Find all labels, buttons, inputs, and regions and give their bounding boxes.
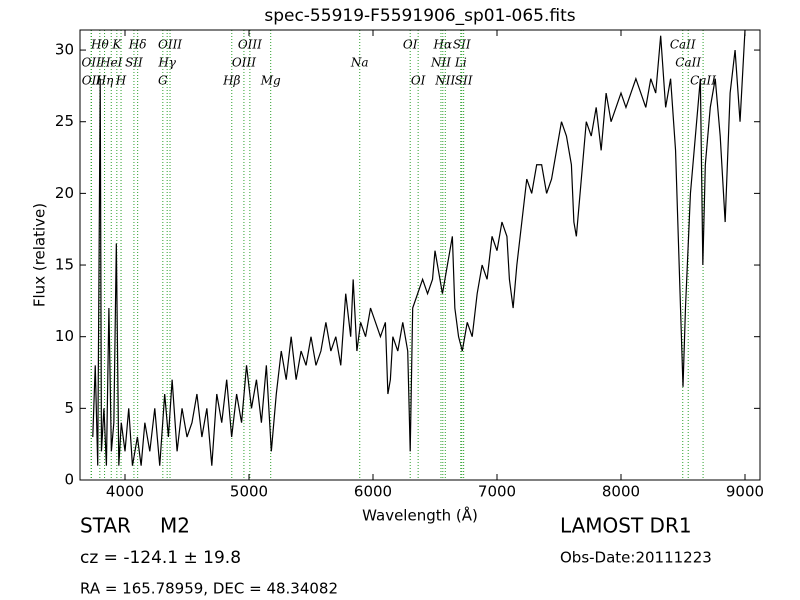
cz: cz = -124.1 ± 19.8 (80, 548, 241, 568)
spectral-line-label: OIII (158, 38, 182, 52)
spectral-line-label: OI (403, 38, 418, 52)
spectral-line-label: CaII (670, 38, 696, 52)
spectral-line-label: SII (453, 38, 471, 52)
spectral-line-label: OIII (238, 38, 262, 52)
spectral-line-label: OI (411, 74, 426, 88)
x-tick-label: 4000 (106, 483, 144, 501)
spectral-line-label: Hη (95, 74, 114, 88)
class: STAR (80, 514, 131, 538)
spectral-line-label: Hθ (90, 38, 109, 52)
chart-title: spec-55919-F5591906_sp01-065.fits (264, 6, 575, 26)
y-tick-label: 15 (55, 256, 74, 274)
spectral-line-label: Hδ (128, 38, 147, 52)
spectral-line-label: Hγ (157, 56, 176, 70)
y-axis-label: Flux (relative) (31, 203, 49, 307)
spectral-line-label: NII (430, 56, 451, 70)
spectral-line-label: H (115, 74, 127, 88)
x-tick-label: 7000 (478, 483, 516, 501)
spectral-line-label: Mg (260, 74, 281, 88)
y-tick-label: 20 (55, 184, 74, 202)
y-tick-label: 5 (64, 399, 74, 417)
spectral-line-label: HeI (99, 56, 123, 70)
spectral-line-label: Hβ (222, 74, 240, 88)
x-tick-label: 8000 (602, 483, 640, 501)
subclass: M2 (160, 514, 190, 538)
y-tick-label: 10 (55, 327, 74, 345)
spectral-line-label: Na (350, 56, 369, 70)
y-tick-label: 25 (55, 112, 74, 130)
spectral-line-label: Li (454, 56, 467, 70)
spectral-line-label: OII (81, 56, 101, 70)
spectral-line-label: CaII (675, 56, 701, 70)
x-tick-label: 9000 (726, 483, 764, 501)
coords: RA = 165.78959, DEC = 48.34082 (80, 580, 338, 598)
spectral-line-label: G (158, 74, 168, 88)
spectral-line-label: CaII (690, 74, 716, 88)
spectral-line-label: OIII (232, 56, 256, 70)
obs-date: Obs-Date:20111223 (560, 549, 712, 567)
spectral-line-label: OII (82, 74, 102, 88)
x-axis-label: Wavelength (Å) (362, 506, 478, 525)
spectral-line-label: SII (455, 74, 473, 88)
x-tick-label: 5000 (230, 483, 268, 501)
x-tick-label: 6000 (354, 483, 392, 501)
spectral-line-label: K (111, 38, 122, 52)
spectrum-line (92, 30, 746, 466)
spectral-line-label: Hα (433, 38, 453, 52)
y-tick-label: 30 (55, 41, 74, 59)
spectral-line-label: NII (434, 74, 455, 88)
plot-frame (79, 29, 761, 481)
spectral-line-label: SII (125, 56, 143, 70)
survey: LAMOST DR1 (560, 514, 692, 538)
y-tick-label: 0 (64, 471, 74, 489)
